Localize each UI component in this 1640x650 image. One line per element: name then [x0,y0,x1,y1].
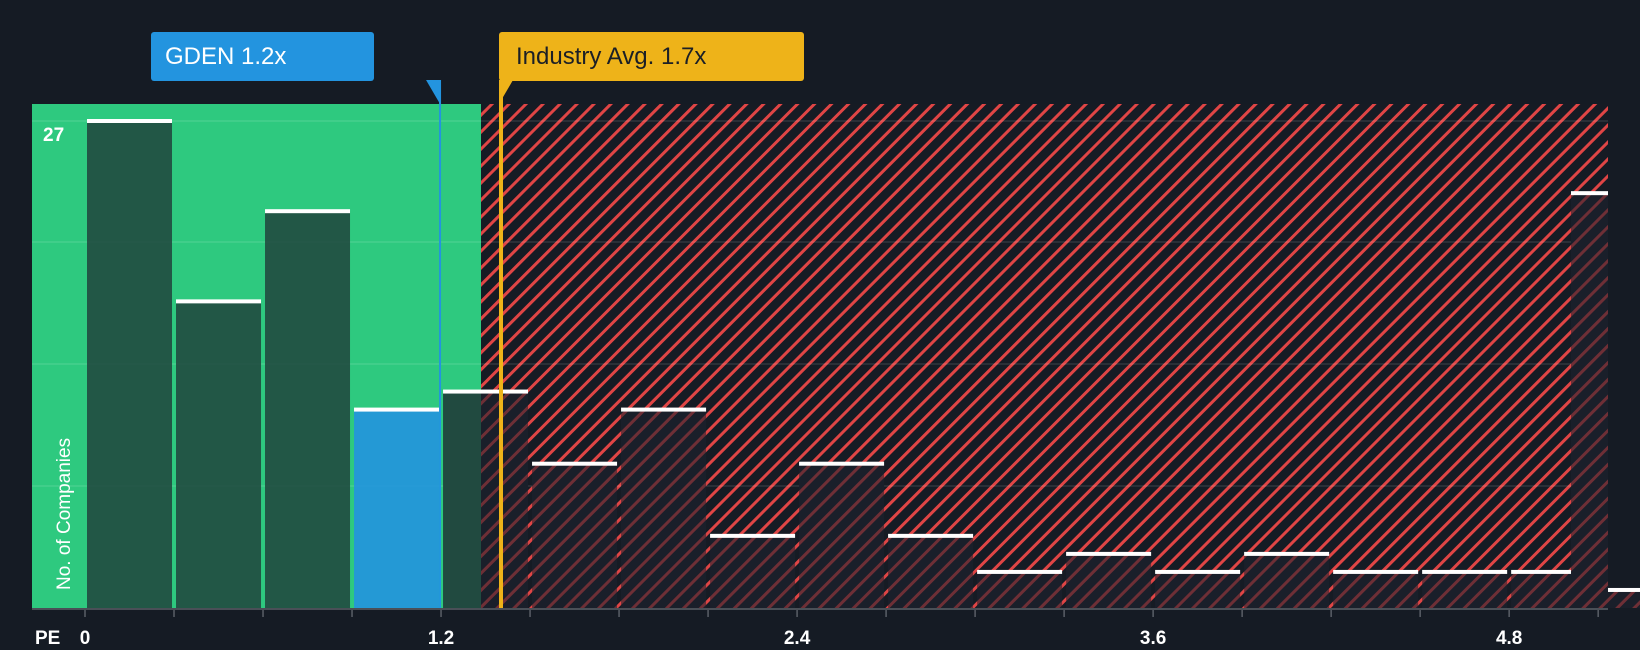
bar-cap [265,209,351,214]
bar [710,535,796,608]
bar-cap [1600,587,1640,592]
bar [87,121,173,608]
company-callout-pointer [426,80,441,104]
bar-cap [87,119,173,123]
bar [481,391,529,608]
bar-cap [710,533,796,538]
x-tick-label: 4.8 [1496,628,1522,649]
bar [799,463,885,608]
bar [532,463,618,608]
bar [621,409,707,608]
bar [977,571,1063,608]
bar [176,301,262,608]
bar [1155,571,1241,608]
bars [87,119,1640,609]
bar-cap [1571,191,1608,196]
bar-cap [1155,569,1241,574]
industry-avg-label: Industry Avg. 1.7x [516,43,707,70]
industry-avg-callout: Industry Avg. 1.7x [499,32,804,81]
x-tick-label: 2.4 [784,628,811,649]
bar-cap [1333,569,1419,574]
y-axis-title: No. of Companies [54,437,75,590]
industry-callout-pointer [499,80,513,104]
bar-cap [532,461,618,466]
bar [354,409,440,608]
bar-cap [977,569,1063,574]
x-axis: 01.22.43.64.86+PE [32,608,1608,649]
bar [1571,193,1608,609]
bar-cap [1422,569,1508,574]
bar-cap [176,299,262,304]
x-axis-title: PE [35,628,60,649]
bar-cap [621,407,707,412]
bar [1244,553,1330,608]
x-tick-label: 1.2 [428,628,454,649]
bar [1600,589,1640,608]
bar [1066,553,1152,608]
bar-cap [799,461,885,466]
bar [888,535,974,608]
bar [443,391,481,608]
company-pe-label: GDEN 1.2x [165,43,287,70]
bar [265,211,351,608]
bar-cap [354,407,440,412]
bar [1333,571,1419,608]
x-tick-label: 3.6 [1140,628,1166,649]
bar [1422,571,1508,608]
y-max-label: 27 [43,125,65,146]
bar-cap [1066,551,1152,556]
x-tick-label: 0 [80,628,91,649]
bar-cap [888,533,974,538]
bar-cap [1511,569,1597,574]
value-markers [426,80,513,608]
bar-cap [1244,551,1330,556]
company-pe-callout: GDEN 1.2x [151,32,374,81]
bar-cap [443,389,529,394]
